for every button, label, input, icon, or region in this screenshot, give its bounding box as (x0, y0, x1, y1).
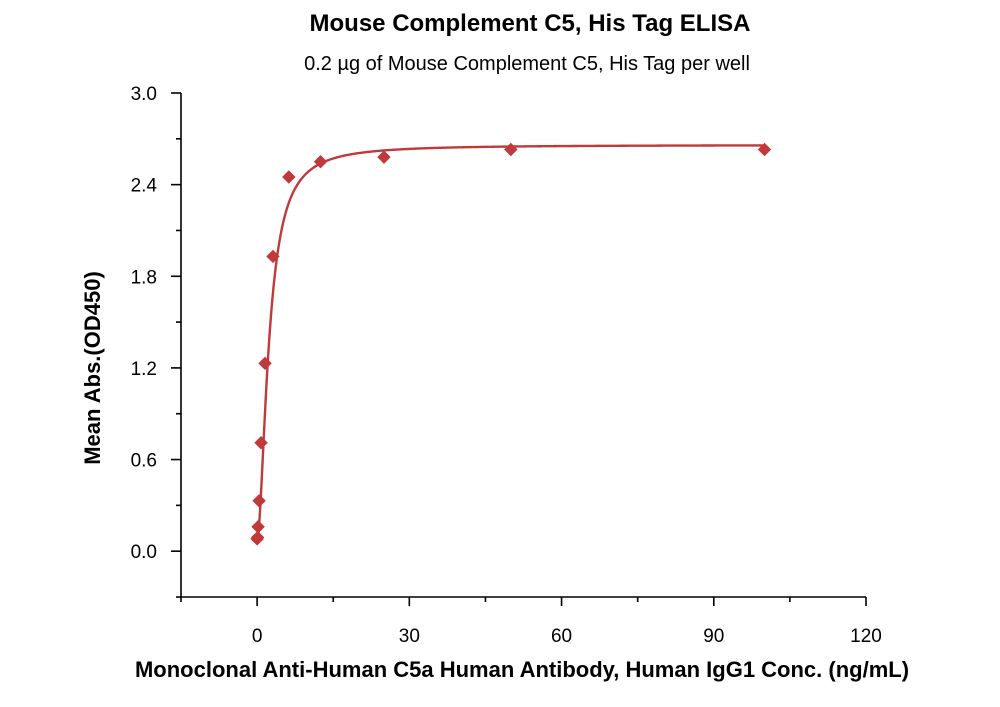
y-tick-label: 1.2 (131, 359, 157, 380)
y-axis-label: Mean Abs.(OD450) (80, 271, 105, 465)
x-tick-label: 120 (850, 626, 882, 647)
data-point (757, 142, 772, 157)
data-point (250, 530, 265, 545)
data-point (258, 356, 272, 371)
data-point (251, 520, 265, 534)
axes: 0 30 60 90 120 0.0 0.6 1.2 1.8 2.4 3.0 (131, 84, 882, 647)
x-axis-label: Monoclonal Anti-Human C5a Human Antibody… (135, 657, 909, 682)
fit-curve-line (256, 144, 765, 541)
data-point (504, 142, 518, 157)
x-tick-label: 60 (551, 626, 572, 647)
chart-title: Mouse Complement C5, His Tag ELISA (310, 10, 751, 37)
y-tick-label: 0.6 (131, 451, 157, 472)
data-point (377, 150, 391, 164)
data-point (282, 170, 296, 184)
data-points (250, 142, 772, 546)
y-tick-label: 0.0 (131, 542, 157, 563)
data-point (266, 249, 280, 264)
data-point (313, 155, 328, 169)
x-tick-label: 0 (252, 626, 263, 647)
fit-curve-layer (256, 144, 765, 541)
data-point (254, 436, 268, 450)
x-tick-label: 90 (703, 626, 724, 647)
x-tick-label: 30 (399, 626, 420, 647)
data-point (252, 494, 266, 508)
chart-subtitle: 0.2 µg of Mouse Complement C5, His Tag p… (304, 53, 750, 75)
y-tick-label: 1.8 (131, 267, 157, 288)
y-tick-label: 3.0 (131, 84, 157, 105)
y-tick-label: 2.4 (131, 176, 158, 197)
